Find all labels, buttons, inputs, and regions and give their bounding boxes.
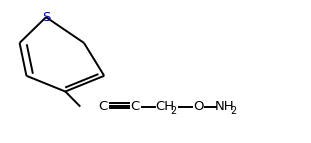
Text: C: C: [131, 100, 140, 113]
Text: 2: 2: [231, 106, 237, 116]
Text: S: S: [42, 11, 50, 24]
Text: NH: NH: [215, 100, 235, 113]
Text: 2: 2: [170, 106, 177, 116]
Text: CH: CH: [155, 100, 174, 113]
Text: O: O: [193, 100, 203, 113]
Text: C: C: [98, 100, 107, 113]
